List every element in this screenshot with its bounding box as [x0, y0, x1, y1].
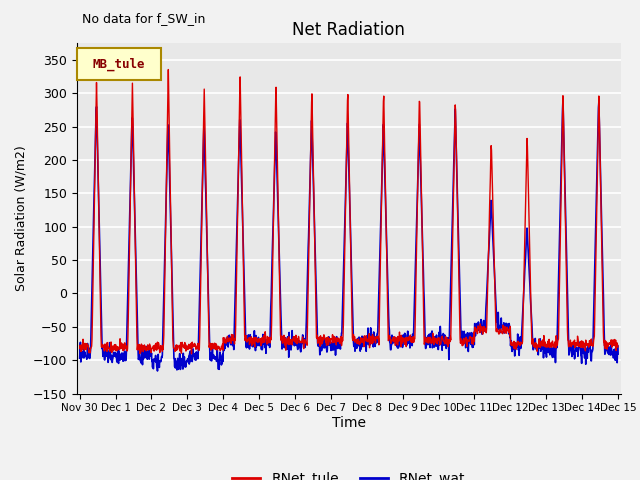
Text: No data for f_SW_in: No data for f_SW_in	[82, 12, 205, 24]
Line: RNet_tule: RNet_tule	[79, 70, 618, 354]
RNet_wat	[196, 289, 204, 295]
RNet_tule	[257, 336, 264, 342]
RNet_wat	[183, 360, 191, 365]
RNet_wat	[503, 326, 511, 332]
RNet_wat	[256, 341, 264, 347]
RNet_wat	[154, 368, 161, 374]
RNet_wat	[550, 342, 558, 348]
RNet_tule	[433, 338, 441, 344]
Legend: RNet_tule, RNet_wat: RNet_tule, RNet_wat	[227, 467, 471, 480]
RNet_wat	[433, 332, 440, 338]
RNet_wat	[76, 355, 83, 361]
RNet_wat	[559, 97, 567, 103]
X-axis label: Time: Time	[332, 416, 366, 430]
RNet_wat	[614, 351, 622, 357]
Text: MB_tule: MB_tule	[92, 58, 145, 71]
Y-axis label: Solar Radiation (W/m2): Solar Radiation (W/m2)	[14, 145, 27, 291]
RNet_tule	[551, 339, 559, 345]
RNet_tule	[183, 347, 191, 353]
Title: Net Radiation: Net Radiation	[292, 21, 405, 39]
RNet_tule	[504, 324, 511, 330]
Line: RNet_wat: RNet_wat	[79, 100, 618, 371]
FancyBboxPatch shape	[77, 48, 161, 80]
RNet_tule	[164, 67, 172, 72]
RNet_tule	[196, 311, 204, 317]
RNet_tule	[614, 344, 622, 349]
RNet_tule	[76, 343, 83, 348]
RNet_tule	[188, 351, 195, 357]
